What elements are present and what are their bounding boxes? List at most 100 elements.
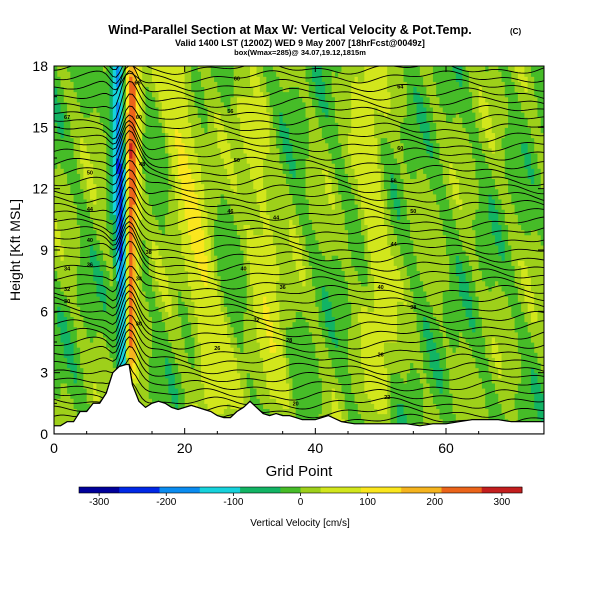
velocity-cell bbox=[158, 362, 163, 369]
velocity-cell bbox=[263, 265, 267, 272]
velocity-cell bbox=[171, 106, 176, 113]
velocity-cell bbox=[178, 311, 182, 318]
velocity-cell bbox=[106, 326, 111, 333]
velocity-cell bbox=[250, 311, 254, 318]
velocity-cell bbox=[67, 66, 71, 72]
velocity-cell bbox=[155, 132, 160, 139]
velocity-cell bbox=[67, 326, 71, 333]
velocity-cell bbox=[217, 122, 222, 128]
velocity-cell bbox=[233, 239, 238, 246]
velocity-cell bbox=[63, 270, 68, 277]
velocity-cell bbox=[148, 168, 153, 174]
velocity-cell bbox=[207, 331, 212, 338]
velocity-cell bbox=[158, 76, 163, 82]
velocity-cell bbox=[276, 311, 280, 318]
velocity-cell bbox=[227, 280, 231, 287]
velocity-cell bbox=[184, 403, 189, 410]
velocity-cell bbox=[109, 280, 114, 287]
velocity-cell bbox=[125, 132, 130, 139]
velocity-cell bbox=[171, 127, 176, 134]
velocity-cell bbox=[60, 382, 65, 389]
velocity-cell bbox=[187, 86, 192, 93]
velocity-cell bbox=[253, 301, 258, 307]
velocity-cell bbox=[259, 178, 264, 185]
velocity-cell bbox=[155, 147, 160, 154]
velocity-cell bbox=[263, 132, 267, 139]
velocity-cell bbox=[243, 388, 248, 394]
velocity-cell bbox=[259, 250, 264, 256]
velocity-cell bbox=[240, 239, 245, 246]
velocity-cell bbox=[96, 96, 101, 103]
velocity-cell bbox=[168, 336, 173, 343]
velocity-cell bbox=[246, 204, 251, 210]
velocity-cell bbox=[67, 117, 71, 123]
velocity-cell bbox=[145, 270, 150, 277]
velocity-cell bbox=[259, 388, 264, 394]
velocity-cell bbox=[230, 382, 235, 389]
velocity-cell bbox=[240, 311, 245, 318]
velocity-cell bbox=[279, 372, 284, 379]
velocity-cell bbox=[246, 214, 251, 220]
velocity-cell bbox=[129, 260, 133, 266]
velocity-cell bbox=[246, 188, 251, 195]
velocity-cell bbox=[57, 152, 62, 159]
velocity-cell bbox=[54, 127, 58, 134]
velocity-cell bbox=[63, 178, 68, 185]
velocity-cell bbox=[125, 127, 130, 134]
velocity-cell bbox=[57, 112, 62, 118]
velocity-cell bbox=[178, 229, 182, 236]
velocity-cell bbox=[132, 311, 137, 318]
velocity-cell bbox=[236, 168, 241, 174]
velocity-cell bbox=[138, 198, 143, 205]
velocity-cell bbox=[240, 147, 245, 154]
velocity-cell bbox=[184, 173, 189, 180]
velocity-cell bbox=[89, 142, 94, 149]
velocity-cell bbox=[236, 188, 241, 195]
velocity-cell bbox=[132, 367, 137, 374]
velocity-cell bbox=[132, 301, 137, 307]
velocity-cell bbox=[116, 76, 120, 82]
velocity-cell bbox=[73, 347, 78, 353]
velocity-cell bbox=[230, 229, 235, 236]
velocity-cell bbox=[174, 296, 179, 302]
velocity-cell bbox=[194, 280, 199, 287]
velocity-cell bbox=[125, 142, 130, 149]
velocity-cell bbox=[246, 255, 251, 261]
velocity-cell bbox=[207, 86, 212, 93]
velocity-cell bbox=[204, 127, 209, 134]
velocity-cell bbox=[210, 362, 215, 369]
velocity-cell bbox=[217, 81, 222, 88]
velocity-cell bbox=[86, 106, 91, 113]
velocity-cell bbox=[243, 81, 248, 88]
velocity-cell bbox=[171, 66, 176, 72]
velocity-cell bbox=[197, 122, 202, 128]
velocity-cell bbox=[201, 86, 205, 93]
velocity-cell bbox=[217, 347, 222, 353]
velocity-cell bbox=[116, 81, 120, 88]
velocity-cell bbox=[217, 188, 222, 195]
velocity-cell bbox=[256, 296, 261, 302]
velocity-cell bbox=[259, 122, 264, 128]
velocity-cell bbox=[236, 147, 241, 154]
velocity-cell bbox=[223, 91, 228, 98]
velocity-cell bbox=[86, 204, 91, 210]
velocity-cell bbox=[138, 321, 143, 328]
velocity-cell bbox=[83, 316, 88, 323]
velocity-cell bbox=[165, 357, 169, 364]
velocity-cell bbox=[96, 214, 101, 220]
velocity-cell bbox=[132, 296, 137, 302]
velocity-cell bbox=[240, 193, 245, 200]
velocity-cell bbox=[60, 101, 65, 108]
velocity-cell bbox=[201, 137, 205, 144]
velocity-cell bbox=[67, 306, 71, 312]
velocity-cell bbox=[129, 76, 133, 82]
velocity-cell bbox=[272, 357, 277, 364]
velocity-cell bbox=[263, 372, 267, 379]
velocity-cell bbox=[60, 275, 65, 282]
velocity-cell bbox=[214, 76, 218, 82]
velocity-cell bbox=[54, 198, 58, 205]
velocity-cell bbox=[210, 132, 215, 139]
velocity-cell bbox=[158, 224, 163, 231]
velocity-cell bbox=[217, 255, 222, 261]
velocity-cell bbox=[93, 377, 98, 384]
